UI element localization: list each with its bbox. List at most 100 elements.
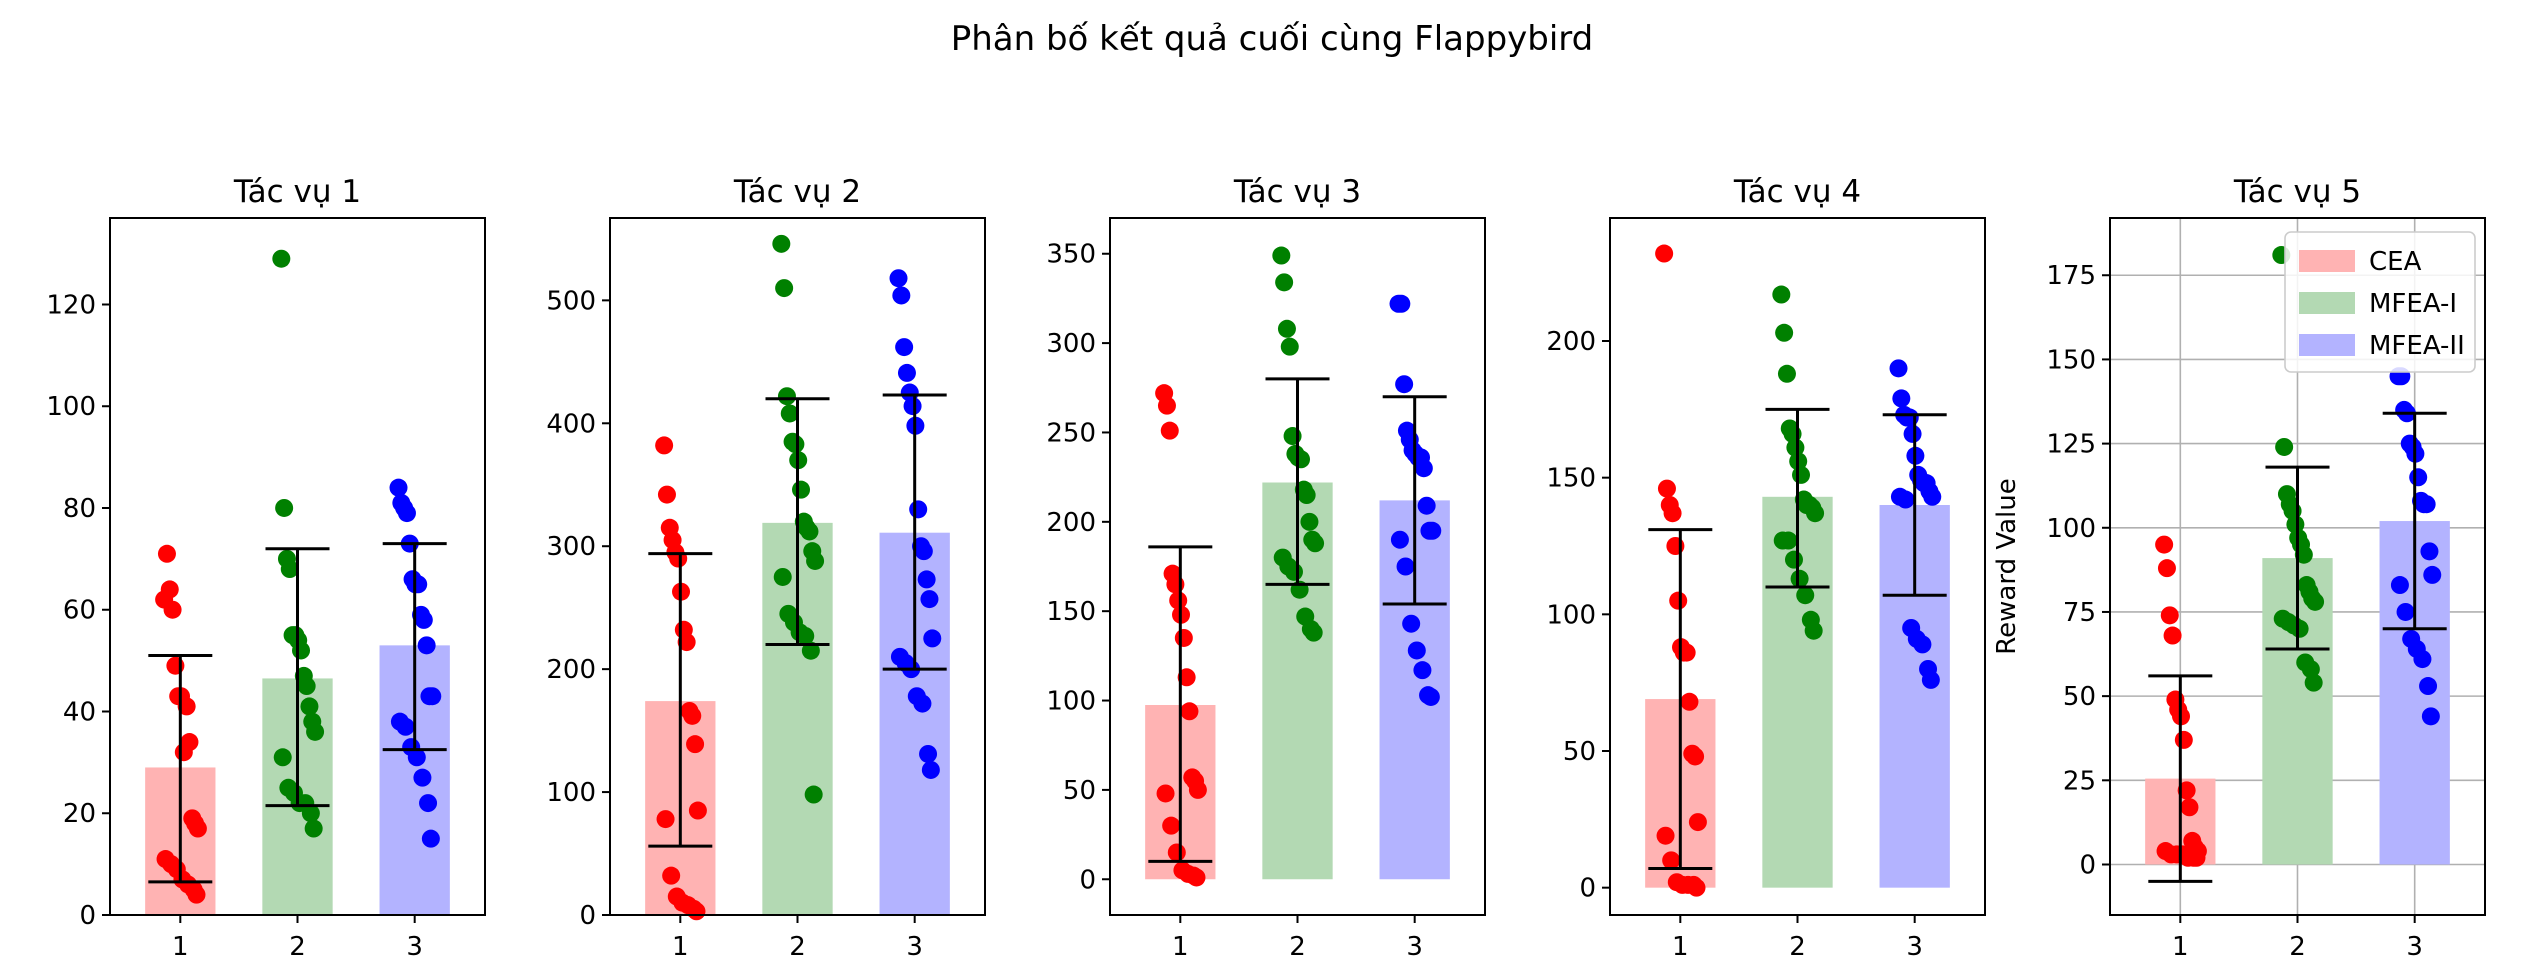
point-mfea2 xyxy=(1913,635,1932,654)
point-cea xyxy=(1662,851,1681,870)
y-tick-label: 75 xyxy=(2063,598,2096,628)
point-mfea1 xyxy=(306,722,325,741)
point-mfea2 xyxy=(920,590,939,609)
subplot-5: 0 25 50 75 100 125 150 175 1 2 3 Tác vụ 5 Reward Val… xyxy=(1992,174,2486,960)
point-cea xyxy=(1657,479,1676,498)
y-tick-label: 100 xyxy=(46,392,96,422)
point-cea xyxy=(2155,535,2174,554)
x-tick-label: 1 xyxy=(172,932,189,960)
point-mfea1 xyxy=(2275,437,2294,456)
point-mfea1 xyxy=(2301,660,2320,679)
point-cea xyxy=(2160,606,2179,625)
point-mfea1 xyxy=(1790,569,1809,588)
point-mfea2 xyxy=(1396,557,1415,576)
point-mfea1 xyxy=(304,819,323,838)
point-mfea1 xyxy=(800,522,819,541)
point-cea xyxy=(1656,826,1675,845)
point-cea xyxy=(1669,591,1688,610)
legend-label-mfea2: MFEA-II xyxy=(2369,331,2465,361)
y-tick-label: 100 xyxy=(1046,687,1096,717)
point-mfea2 xyxy=(2419,677,2438,696)
x-tick-label: 1 xyxy=(2172,932,2189,960)
y-tick-label: 250 xyxy=(1046,418,1096,448)
point-cea xyxy=(188,819,207,838)
x-tick-label: 1 xyxy=(1172,932,1189,960)
y-tick-label: 120 xyxy=(46,290,96,320)
point-mfea2 xyxy=(423,687,442,706)
y-tick-label: 60 xyxy=(63,596,96,626)
point-mfea2 xyxy=(2417,495,2436,514)
point-mfea2 xyxy=(1407,641,1426,660)
point-cea xyxy=(1177,668,1196,687)
point-cea xyxy=(1187,868,1206,887)
legend-label-mfea1: MFEA-I xyxy=(2369,289,2457,319)
point-mfea2 xyxy=(397,504,416,523)
y-tick-label: 125 xyxy=(2046,430,2096,460)
y-tick-label: 0 xyxy=(579,901,596,931)
point-mfea1 xyxy=(2290,619,2309,638)
point-mfea2 xyxy=(407,748,426,767)
x-tick-label: 2 xyxy=(289,932,306,960)
point-mfea1 xyxy=(796,626,815,645)
point-mfea1 xyxy=(806,551,825,570)
point-mfea2 xyxy=(895,338,914,357)
subplot-title: Tác vụ 4 xyxy=(1733,174,1861,210)
y-tick-label: 20 xyxy=(63,799,96,829)
point-mfea1 xyxy=(780,404,799,423)
point-mfea1 xyxy=(1792,465,1811,484)
legend-swatch-cea xyxy=(2299,250,2355,272)
x-tick-label: 1 xyxy=(1672,932,1689,960)
point-cea xyxy=(1157,396,1176,415)
x-tick-label: 3 xyxy=(2406,932,2423,960)
y-tick-label: 40 xyxy=(63,697,96,727)
point-cea xyxy=(1180,702,1199,721)
y-tick-label: 500 xyxy=(546,286,596,316)
point-cea xyxy=(1688,813,1707,832)
point-cea xyxy=(2180,798,2199,817)
point-cea xyxy=(1167,843,1186,862)
point-mfea1 xyxy=(786,435,805,454)
point-mfea2 xyxy=(409,575,428,594)
point-mfea1 xyxy=(275,498,294,517)
point-mfea1 xyxy=(1306,534,1325,553)
point-mfea2 xyxy=(1413,661,1432,680)
subplot-1: 0 20 40 60 80 100 120 1 2 3 Tác vụ 1 xyxy=(46,174,486,960)
point-cea xyxy=(160,580,179,599)
point-cea xyxy=(2174,730,2193,749)
subplot-2: 0 100 200 300 400 500 1 2 3 Tác vụ 2 xyxy=(546,174,986,960)
y-tick-label: 175 xyxy=(2046,261,2096,291)
point-cea xyxy=(1663,504,1682,523)
y-tick-label: 0 xyxy=(79,901,96,931)
point-mfea2 xyxy=(1392,294,1411,313)
legend: CEA MFEA-I MFEA-II xyxy=(2284,231,2476,373)
point-mfea1 xyxy=(300,697,319,716)
point-mfea1 xyxy=(1300,512,1319,531)
point-cea xyxy=(687,902,706,921)
point-cea xyxy=(1655,244,1674,263)
point-mfea1 xyxy=(1292,450,1311,469)
point-cea xyxy=(1680,692,1699,711)
subplot-4: 0 50 100 150 200 1 2 3 Tác vụ 4 xyxy=(1546,174,1986,960)
legend-swatch-mfea1 xyxy=(2299,292,2355,314)
point-cea xyxy=(177,697,196,716)
point-mfea2 xyxy=(2409,468,2428,487)
y-tick-label: 150 xyxy=(2046,345,2096,375)
point-mfea2 xyxy=(921,760,940,779)
y-tick-label: 350 xyxy=(1046,240,1096,270)
point-mfea1 xyxy=(2306,592,2325,611)
subplot-title: Tác vụ 1 xyxy=(233,174,361,210)
y-tick-label: 0 xyxy=(1579,874,1596,904)
point-cea xyxy=(1686,747,1705,766)
point-cea xyxy=(655,436,674,455)
legend-label-cea: CEA xyxy=(2369,247,2422,277)
y-tick-label: 0 xyxy=(1079,865,1096,895)
point-mfea1 xyxy=(1284,562,1303,581)
point-cea xyxy=(2177,781,2196,800)
point-mfea2 xyxy=(1421,687,1440,706)
y-tick-label: 50 xyxy=(2063,682,2096,712)
legend-swatch-mfea2 xyxy=(2299,334,2355,356)
point-mfea1 xyxy=(1775,323,1794,342)
point-cea xyxy=(1162,816,1181,835)
point-mfea1 xyxy=(1777,364,1796,383)
